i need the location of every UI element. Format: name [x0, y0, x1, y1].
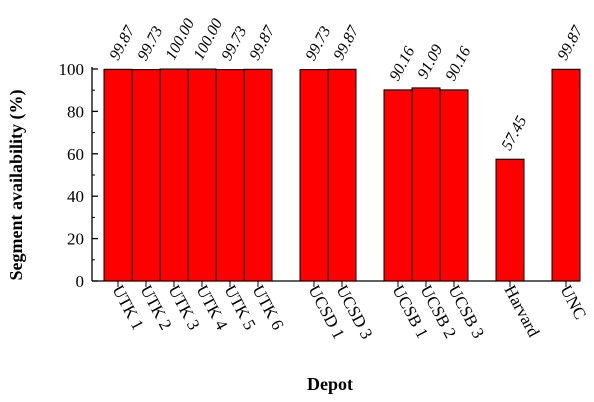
bar-utk-6 — [243, 68, 273, 282]
y-tick-label-60: 60 — [67, 145, 84, 164]
y-tick-label-100: 100 — [59, 60, 85, 79]
value-label-ucsd-1: 99.73 — [303, 24, 335, 64]
y-axis-title: Segment availability (%) — [6, 90, 27, 281]
value-label-utk-1: 99.87 — [107, 23, 139, 64]
bar-ucsd-3 — [327, 68, 357, 282]
y-axis: 0 20 40 60 80 100 — [59, 60, 98, 291]
y-tick-label-40: 40 — [67, 187, 84, 206]
x-axis-title: Depot — [307, 374, 353, 394]
value-label-utk-6: 99.87 — [247, 23, 279, 64]
bar-utk-5 — [215, 69, 245, 282]
bar-utk-4 — [187, 68, 217, 282]
bar-utk-1 — [103, 68, 133, 282]
bar-ucsd-1 — [299, 69, 329, 282]
bar-utk-2 — [131, 69, 161, 282]
x-tick-label-unc: UNC — [556, 282, 590, 323]
bar-harvard — [495, 158, 525, 282]
value-label-utk-5: 99.73 — [219, 24, 251, 64]
bar-utk-3 — [159, 68, 189, 282]
y-tick-label-0: 0 — [76, 272, 85, 291]
value-label-utk-2: 99.73 — [135, 24, 167, 64]
bar-ucsb-1 — [383, 89, 413, 282]
value-label-ucsb-3: 90.16 — [443, 44, 475, 84]
y-tick-label-20: 20 — [67, 230, 84, 249]
value-label-unc: 99.87 — [555, 23, 587, 64]
bar-unc — [551, 68, 581, 282]
x-tick-label-harvard: Harvard — [500, 282, 543, 341]
bar-ucsb-3 — [439, 89, 469, 282]
value-label-harvard: 57.45 — [499, 113, 531, 153]
value-label-ucsd-3: 99.87 — [331, 23, 363, 64]
bar-ucsb-2 — [411, 87, 441, 282]
y-tick-label-80: 80 — [67, 102, 84, 121]
value-label-ucsb-1: 90.16 — [387, 44, 419, 84]
